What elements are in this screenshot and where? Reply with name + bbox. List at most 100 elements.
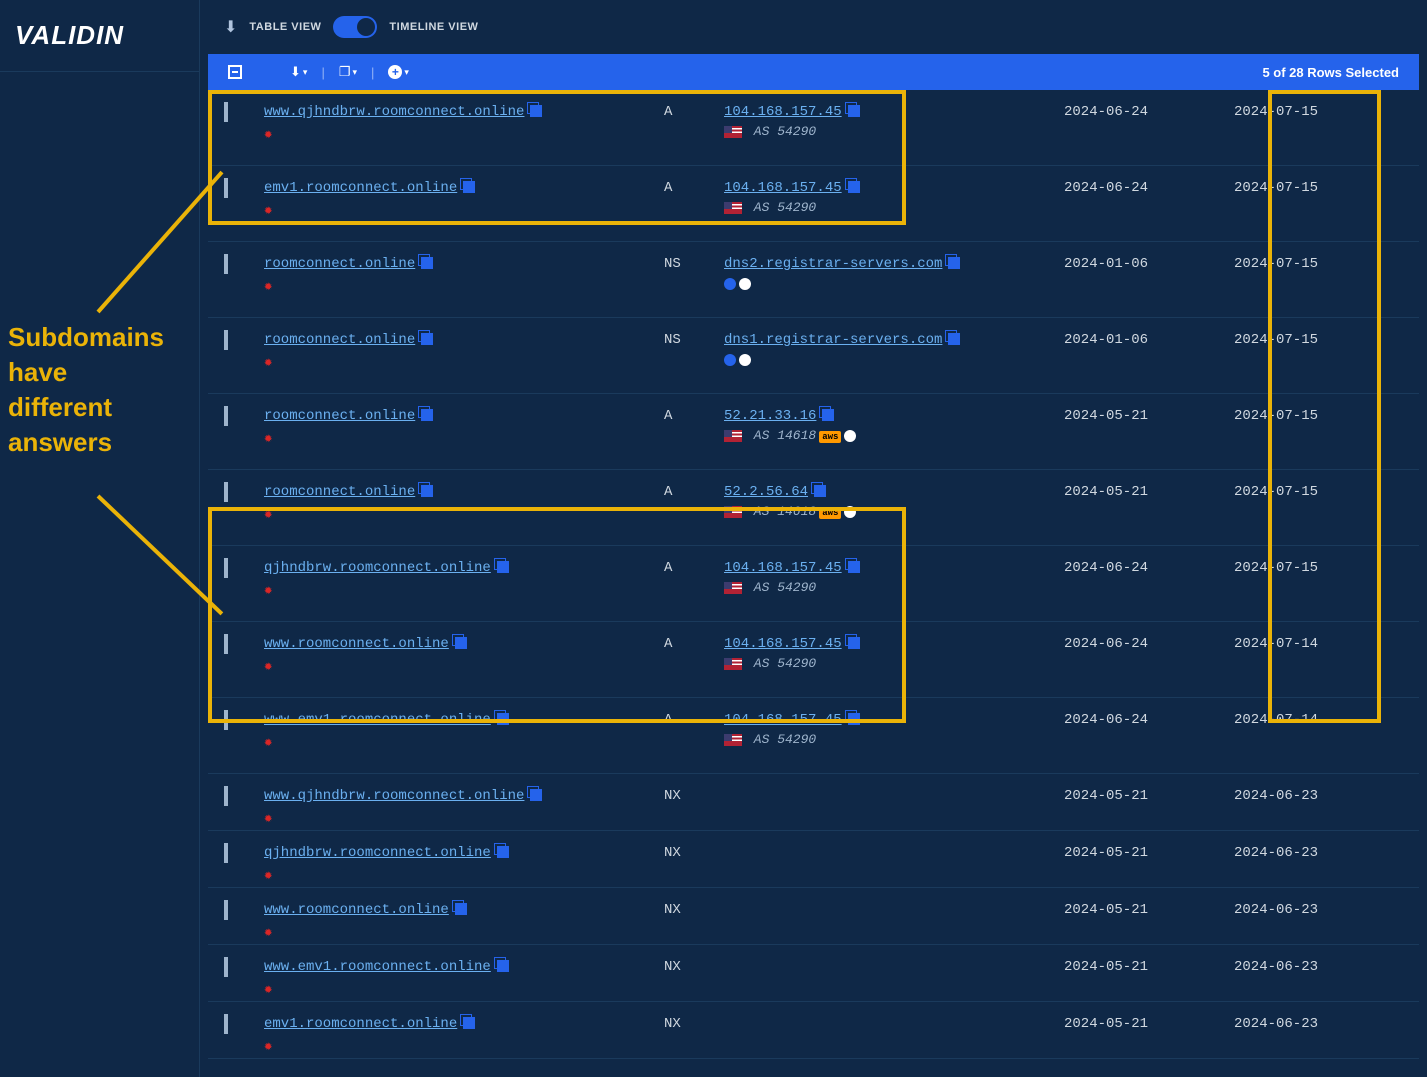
- row-checkbox[interactable]: [224, 786, 228, 806]
- copy-icon[interactable]: [848, 713, 860, 725]
- copy-icon[interactable]: [848, 105, 860, 117]
- copy-icon[interactable]: [463, 1017, 475, 1029]
- value-link[interactable]: 52.21.33.16: [724, 408, 816, 424]
- copy-icon[interactable]: [848, 561, 860, 573]
- domain-link[interactable]: roomconnect.online: [264, 256, 415, 272]
- copy-icon[interactable]: [948, 257, 960, 269]
- threat-icon: ✹: [264, 582, 272, 599]
- domain-link[interactable]: www.emv1.roomconnect.online: [264, 959, 491, 975]
- domain-link[interactable]: www.qjhndbrw.roomconnect.online: [264, 104, 524, 120]
- value-link[interactable]: 104.168.157.45: [724, 636, 842, 652]
- copy-icon[interactable]: [421, 333, 433, 345]
- value-link[interactable]: 104.168.157.45: [724, 104, 842, 120]
- value-sub: AS 54290: [724, 124, 1064, 139]
- last-seen: 2024-06-23: [1234, 845, 1404, 861]
- row-checkbox[interactable]: [224, 710, 228, 730]
- domain-link[interactable]: www.emv1.roomconnect.online: [264, 712, 491, 728]
- domain-link[interactable]: www.qjhndbrw.roomconnect.online: [264, 788, 524, 804]
- copy-icon[interactable]: [848, 637, 860, 649]
- copy-icon[interactable]: [497, 960, 509, 972]
- row-checkbox[interactable]: [224, 482, 228, 502]
- first-seen: 2024-05-21: [1064, 408, 1234, 443]
- value-link[interactable]: 104.168.157.45: [724, 180, 842, 196]
- add-button[interactable]: + ▾: [388, 65, 409, 79]
- table-row: www.roomconnect.online✹ A 104.168.157.45…: [208, 622, 1419, 698]
- domain-link[interactable]: www.roomconnect.online: [264, 902, 449, 918]
- row-checkbox[interactable]: [224, 957, 228, 977]
- threat-icon: ✹: [264, 658, 272, 675]
- copy-icon[interactable]: [421, 257, 433, 269]
- record-type: NS: [664, 332, 724, 367]
- value-link[interactable]: 52.2.56.64: [724, 484, 808, 500]
- table-row: www.qjhndbrw.roomconnect.online✹ A 104.1…: [208, 90, 1419, 166]
- copy-icon[interactable]: [848, 181, 860, 193]
- threat-icon: ✹: [264, 810, 272, 827]
- threat-icon: ✹: [264, 1038, 272, 1055]
- copy-icon[interactable]: [463, 181, 475, 193]
- flag-icon: [724, 202, 742, 214]
- copy-icon[interactable]: [455, 903, 467, 915]
- record-type: NX: [664, 959, 724, 975]
- export-button[interactable]: ⬇ ▾: [290, 64, 307, 80]
- copy-icon[interactable]: [497, 846, 509, 858]
- fire-icon: [739, 278, 751, 290]
- download-icon[interactable]: ⬇: [224, 17, 237, 37]
- domain-link[interactable]: www.roomconnect.online: [264, 636, 449, 652]
- annotation-text: Subdomains have different answers: [8, 320, 164, 460]
- table-row: qjhndbrw.roomconnect.online✹ NX 2024-05-…: [208, 831, 1419, 888]
- first-seen: 2024-05-21: [1064, 959, 1234, 975]
- row-checkbox[interactable]: [224, 406, 228, 426]
- copy-icon[interactable]: [455, 637, 467, 649]
- domain-link[interactable]: qjhndbrw.roomconnect.online: [264, 845, 491, 861]
- row-checkbox[interactable]: [224, 102, 228, 122]
- fire-icon: [844, 430, 856, 442]
- record-type: A: [664, 484, 724, 519]
- copy-icon[interactable]: [421, 485, 433, 497]
- row-checkbox[interactable]: [224, 900, 228, 920]
- first-seen: 2024-06-24: [1064, 712, 1234, 747]
- row-checkbox[interactable]: [224, 330, 228, 350]
- topbar: ⬇ TABLE VIEW TIMELINE VIEW: [200, 0, 1427, 54]
- fire-icon: [844, 506, 856, 518]
- first-seen: 2024-05-21: [1064, 902, 1234, 918]
- domain-link[interactable]: qjhndbrw.roomconnect.online: [264, 560, 491, 576]
- selection-count: 5 of 28 Rows Selected: [1262, 65, 1399, 80]
- table-row: www.emv1.roomconnect.online✹ A 104.168.1…: [208, 698, 1419, 774]
- copy-icon[interactable]: [497, 713, 509, 725]
- domain-link[interactable]: roomconnect.online: [264, 484, 415, 500]
- value-link[interactable]: dns2.registrar-servers.com: [724, 256, 942, 272]
- last-seen: 2024-07-15: [1234, 180, 1404, 215]
- record-type: A: [664, 180, 724, 215]
- row-checkbox[interactable]: [224, 558, 228, 578]
- copy-button[interactable]: ❐ ▾: [339, 64, 357, 80]
- value-link[interactable]: 104.168.157.45: [724, 712, 842, 728]
- flag-icon: [724, 734, 742, 746]
- view-toggle[interactable]: [333, 16, 377, 38]
- domain-link[interactable]: roomconnect.online: [264, 332, 415, 348]
- copy-icon[interactable]: [530, 789, 542, 801]
- value-link[interactable]: 104.168.157.45: [724, 560, 842, 576]
- copy-icon[interactable]: [822, 409, 834, 421]
- domain-link[interactable]: emv1.roomconnect.online: [264, 180, 457, 196]
- first-seen: 2024-05-21: [1064, 484, 1234, 519]
- row-checkbox[interactable]: [224, 634, 228, 654]
- value-sub: [724, 276, 1064, 291]
- table-row: roomconnect.online✹ A 52.21.33.16 AS 146…: [208, 394, 1419, 470]
- domain-link[interactable]: roomconnect.online: [264, 408, 415, 424]
- domain-link[interactable]: emv1.roomconnect.online: [264, 1016, 457, 1032]
- copy-icon[interactable]: [421, 409, 433, 421]
- value-link[interactable]: dns1.registrar-servers.com: [724, 332, 942, 348]
- select-all-checkbox[interactable]: [228, 65, 242, 79]
- row-checkbox[interactable]: [224, 1014, 228, 1034]
- flag-icon: [724, 126, 742, 138]
- row-checkbox[interactable]: [224, 254, 228, 274]
- copy-icon[interactable]: [497, 561, 509, 573]
- table-view-label: TABLE VIEW: [249, 21, 321, 33]
- logo: VALIDIN: [0, 0, 199, 72]
- row-checkbox[interactable]: [224, 843, 228, 863]
- threat-icon: ✹: [264, 202, 272, 219]
- copy-icon[interactable]: [530, 105, 542, 117]
- row-checkbox[interactable]: [224, 178, 228, 198]
- copy-icon[interactable]: [814, 485, 826, 497]
- copy-icon[interactable]: [948, 333, 960, 345]
